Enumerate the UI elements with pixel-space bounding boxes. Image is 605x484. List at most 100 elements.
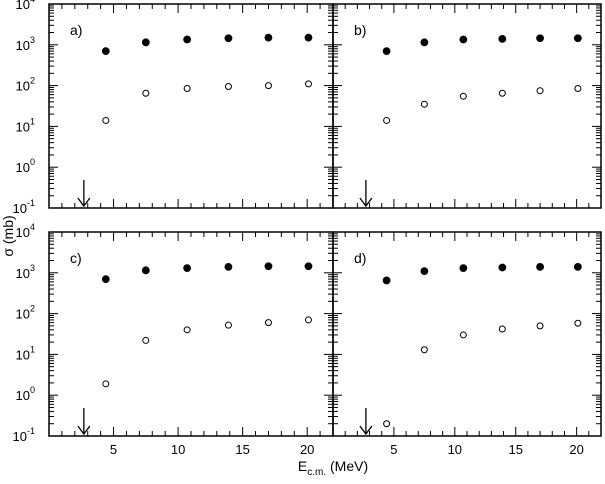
data-point-filled	[498, 263, 507, 272]
data-point-open	[224, 321, 232, 329]
arrow-head	[77, 197, 91, 208]
data-point-open	[383, 420, 391, 428]
x-tick-label: 5	[110, 442, 117, 457]
y-tick-label: 101	[16, 116, 35, 134]
y-tick-label: 103	[16, 35, 35, 53]
panel-label: b)	[354, 22, 366, 38]
y-tick-exponent: 3	[30, 263, 35, 273]
data-point-open	[420, 100, 428, 108]
data-point-open	[574, 319, 582, 327]
panel-frame	[48, 231, 334, 437]
data-point-open	[498, 89, 506, 97]
y-tick-exponent: 1	[30, 344, 35, 354]
data-point-filled	[536, 262, 544, 271]
data-point-filled	[573, 34, 582, 43]
data-point-open	[420, 346, 428, 354]
data-point-filled	[573, 262, 582, 271]
x-tick-label: 10	[448, 442, 462, 457]
x-axis-label-subscript: c.m.	[307, 467, 326, 478]
data-point-filled	[304, 33, 313, 42]
y-tick-exponent: 4	[30, 222, 35, 232]
y-tick-label: 102	[16, 304, 35, 322]
panel-frame	[332, 231, 602, 437]
data-point-filled	[101, 47, 110, 56]
data-point-open	[304, 80, 312, 88]
data-point-open	[102, 116, 110, 124]
x-tick-label: 15	[235, 442, 249, 457]
data-point-open	[142, 336, 150, 344]
y-tick-exponent: 3	[30, 35, 35, 45]
data-point-open	[264, 319, 272, 327]
data-point-filled	[498, 34, 507, 43]
y-tick-label: 103	[16, 263, 35, 281]
y-tick-label: 10-1	[13, 426, 35, 444]
panel-a: 104 103 102 101 100 10-1 a)	[13, 0, 334, 216]
y-tick-label: 104	[16, 0, 35, 12]
data-point-open	[183, 84, 191, 92]
data-point-open	[102, 380, 110, 388]
panel-frame	[48, 3, 334, 209]
y-tick-label: 104	[16, 222, 35, 240]
x-tick-label: 5	[390, 442, 397, 457]
data-point-filled	[382, 276, 391, 285]
data-point-open	[264, 82, 272, 90]
data-point-filled	[183, 264, 192, 273]
panel-frame	[332, 3, 602, 209]
data-point-open	[304, 316, 312, 324]
x-tick-label: 15	[508, 442, 522, 457]
data-point-filled	[420, 267, 429, 276]
panel-d: 5 10 15 20 d)	[332, 231, 602, 457]
y-tick-exponent: 4	[30, 0, 35, 4]
y-tick-label: 100	[16, 385, 35, 403]
data-point-open	[574, 84, 582, 92]
data-point-filled	[141, 266, 150, 275]
panel-label: c)	[70, 250, 82, 266]
x-axis-label: Ec.m. (MeV)	[298, 458, 368, 478]
y-tick-exponent: 2	[30, 304, 35, 314]
panel-label: a)	[70, 22, 82, 38]
data-point-filled	[224, 34, 233, 43]
data-point-filled	[459, 264, 468, 273]
panel-b: b)	[332, 3, 602, 209]
data-point-filled	[141, 38, 150, 47]
data-point-filled	[304, 262, 313, 271]
arrow-head	[359, 197, 373, 208]
x-tick-label: 10	[171, 442, 185, 457]
arrow-head	[359, 425, 373, 436]
data-point-filled	[382, 47, 391, 56]
x-tick-label: 20	[300, 442, 314, 457]
y-tick-exponent: -1	[27, 198, 35, 208]
data-point-open	[536, 87, 544, 95]
data-point-filled	[264, 33, 273, 42]
data-point-filled	[183, 35, 192, 44]
y-tick-exponent: 0	[30, 385, 35, 395]
data-point-filled	[536, 34, 544, 43]
data-point-open	[459, 331, 467, 339]
data-point-filled	[224, 262, 233, 271]
y-tick-label: 100	[16, 157, 35, 175]
panel-label: d)	[354, 250, 366, 266]
data-point-open	[498, 325, 506, 333]
y-tick-label: 102	[16, 76, 35, 94]
data-point-filled	[264, 262, 273, 271]
data-point-filled	[420, 38, 429, 47]
data-point-open	[383, 116, 391, 124]
data-point-open	[224, 83, 232, 91]
x-axis-label-unit: (MeV)	[326, 458, 368, 474]
arrow-head	[77, 425, 91, 436]
y-tick-exponent: 2	[30, 76, 35, 86]
y-tick-label: 10-1	[13, 198, 35, 216]
y-tick-label: 101	[16, 344, 35, 362]
data-point-open	[142, 89, 150, 97]
data-point-open	[536, 322, 544, 330]
y-axis-label: σ (mb)	[0, 215, 16, 256]
y-tick-exponent: -1	[27, 426, 35, 436]
panels: 10410310210110010-1a)b)10410310210110010…	[13, 0, 602, 457]
data-point-open	[459, 92, 467, 100]
data-point-open	[183, 326, 191, 334]
data-point-filled	[101, 275, 110, 284]
data-point-filled	[459, 35, 468, 44]
x-axis-label-main: E	[298, 458, 307, 474]
